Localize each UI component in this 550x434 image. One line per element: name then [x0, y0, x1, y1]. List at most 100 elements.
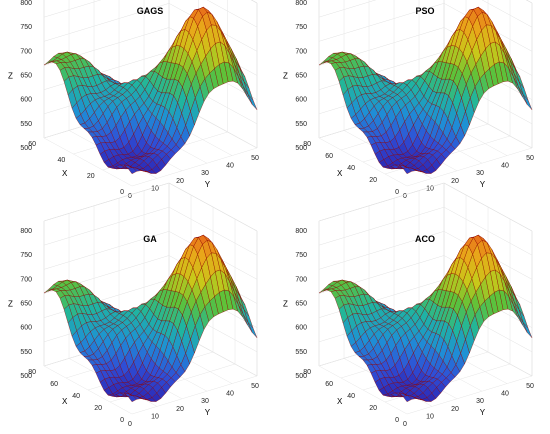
- x-tick-label: 40: [347, 165, 355, 172]
- y-tick-label: 10: [151, 413, 159, 420]
- surface-cell: [523, 322, 533, 338]
- x-tick-label: 80: [303, 141, 311, 148]
- surface-cell: [523, 94, 533, 110]
- z-tick-label: 600: [20, 97, 32, 104]
- y-tick-label: 20: [176, 178, 184, 185]
- y-axis-label: Y: [205, 180, 211, 189]
- z-axis-label: Z: [8, 300, 13, 309]
- z-tick-label: 500: [20, 145, 32, 152]
- x-tick-label: 0: [120, 417, 124, 424]
- grid-line: [318, 0, 408, 187]
- y-tick-label: 50: [526, 155, 534, 162]
- y-tick-label: 0: [403, 193, 407, 200]
- y-tick-label: 10: [151, 185, 159, 192]
- z-tick-label: 800: [295, 0, 307, 7]
- z-tick-label: 800: [20, 228, 32, 235]
- x-tick-label: 20: [94, 405, 102, 412]
- grid-line: [250, 0, 258, 4]
- z-tick-label: 600: [295, 97, 307, 104]
- grid-line: [43, 206, 258, 256]
- y-tick-label: 20: [451, 406, 459, 413]
- x-tick-label: 60: [50, 381, 58, 388]
- grid-line: [250, 0, 258, 4]
- y-tick-label: 40: [226, 163, 234, 170]
- surface-mesh: [318, 6, 533, 175]
- surface-cell: [248, 322, 258, 338]
- y-tick-label: 20: [176, 406, 184, 413]
- z-tick-label: 500: [295, 373, 307, 380]
- z-tick-label: 550: [295, 121, 307, 128]
- z-tick-label: 500: [20, 373, 32, 380]
- y-tick-label: 50: [251, 383, 259, 390]
- grid-line: [43, 221, 133, 415]
- plot-title: PSO: [415, 6, 434, 16]
- surface-cell: [248, 94, 258, 110]
- x-tick-label: 60: [325, 381, 333, 388]
- x-tick-label: 20: [369, 405, 377, 412]
- grid-line: [318, 0, 533, 28]
- x-axis-label: X: [62, 169, 68, 178]
- grid-line: [43, 0, 133, 187]
- y-axis-label: Y: [205, 408, 211, 417]
- surface-plot-aco: ACO500550600650700750800Z020406080X01020…: [283, 182, 534, 428]
- plot-title: ACO: [415, 234, 435, 244]
- z-tick-label: 700: [295, 48, 307, 55]
- z-axis-label: Z: [283, 72, 288, 81]
- z-tick-label: 700: [20, 276, 32, 283]
- x-tick-label: 40: [58, 157, 66, 164]
- x-tick-label: 0: [395, 417, 399, 424]
- x-tick-label: 60: [325, 153, 333, 160]
- z-tick-label: 650: [20, 301, 32, 308]
- y-tick-label: 50: [251, 155, 259, 162]
- y-tick-label: 30: [476, 170, 484, 177]
- grid-line: [318, 221, 408, 415]
- y-tick-label: 10: [426, 185, 434, 192]
- y-tick-label: 20: [451, 178, 459, 185]
- z-tick-label: 600: [20, 325, 32, 332]
- y-tick-label: 40: [226, 391, 234, 398]
- z-tick-label: 550: [295, 349, 307, 356]
- x-axis-label: X: [337, 169, 343, 178]
- x-tick-label: 40: [72, 393, 80, 400]
- z-tick-label: 650: [295, 73, 307, 80]
- z-tick-label: 750: [20, 252, 32, 259]
- x-tick-label: 40: [347, 393, 355, 400]
- z-axis-label: Z: [8, 72, 13, 81]
- x-axis-label: X: [62, 397, 68, 406]
- y-tick-label: 30: [201, 398, 209, 405]
- surface-plot-gags: GAGS 500 550 600 650 700 750 800 Z 0 20 40 60 X 0 10 20 3…: [8, 0, 259, 200]
- surface-mesh: [43, 6, 258, 175]
- y-tick-label: 0: [128, 421, 132, 428]
- z-tick-label: 550: [20, 349, 32, 356]
- z-tick-label: 750: [295, 24, 307, 31]
- grid-line: [318, 206, 533, 256]
- surface-plot-pso: PSO 500 550 600 650 700 750 800 Z 0 20 40 60 80 X 0 10 20…: [283, 0, 534, 200]
- y-tick-label: 10: [426, 413, 434, 420]
- x-tick-label: 20: [87, 173, 95, 180]
- z-tick-label: 550: [20, 121, 32, 128]
- plot-title: GAGS: [137, 6, 164, 16]
- z-axis-label: Z: [283, 300, 288, 309]
- y-tick-label: 0: [128, 193, 132, 200]
- x-tick-label: 0: [120, 189, 124, 196]
- z-tick-label: 500: [295, 145, 307, 152]
- grid-line: [525, 0, 533, 4]
- z-tick-label: 800: [295, 228, 307, 235]
- y-tick-label: 40: [501, 163, 509, 170]
- y-tick-label: 50: [526, 383, 534, 390]
- x-tick-label: 20: [369, 177, 377, 184]
- z-tick-label: 700: [20, 48, 32, 55]
- z-tick-label: 750: [295, 252, 307, 259]
- y-tick-label: 30: [201, 170, 209, 177]
- y-tick-label: 0: [403, 421, 407, 428]
- surface-mesh: [318, 234, 533, 403]
- plot-title: GA: [143, 234, 157, 244]
- surface-plot-ga: GA500550600650700750800Z020406080X010203…: [8, 182, 259, 428]
- x-axis-label: X: [337, 397, 343, 406]
- surface-mesh: [43, 234, 258, 403]
- x-tick-label: 60: [28, 141, 36, 148]
- z-tick-label: 800: [20, 0, 32, 7]
- y-tick-label: 40: [501, 391, 509, 398]
